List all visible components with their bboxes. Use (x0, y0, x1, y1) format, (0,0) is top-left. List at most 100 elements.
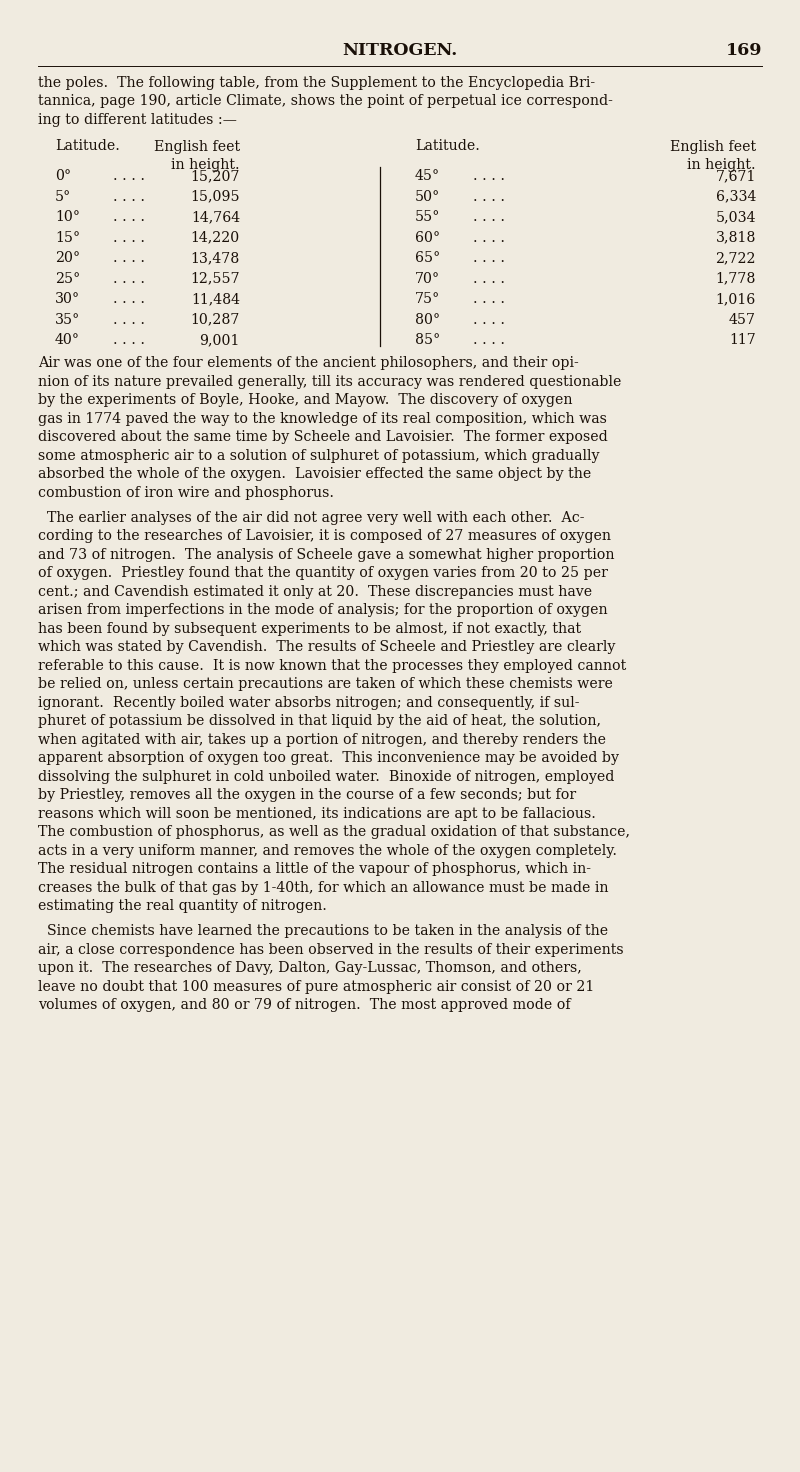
Text: . . . .: . . . . (113, 231, 145, 244)
Text: discovered about the same time by Scheele and Lavoisier.  The former exposed: discovered about the same time by Scheel… (38, 430, 608, 445)
Text: 457: 457 (729, 312, 756, 327)
Text: 50°: 50° (415, 190, 440, 203)
Text: air, a close correspondence has been observed in the results of their experiment: air, a close correspondence has been obs… (38, 942, 624, 957)
Text: volumes of oxygen, and 80 or 79 of nitrogen.  The most approved mode of: volumes of oxygen, and 80 or 79 of nitro… (38, 998, 570, 1013)
Text: English feet: English feet (670, 140, 756, 153)
Text: dissolving the sulphuret in cold unboiled water.  Binoxide of nitrogen, employed: dissolving the sulphuret in cold unboile… (38, 770, 614, 783)
Text: 15,095: 15,095 (190, 190, 240, 203)
Text: 65°: 65° (415, 252, 440, 265)
Text: NITROGEN.: NITROGEN. (342, 43, 458, 59)
Text: . . . .: . . . . (113, 291, 145, 306)
Text: which was stated by Cavendish.  The results of Scheele and Priestley are clearly: which was stated by Cavendish. The resul… (38, 640, 615, 654)
Text: Latitude.: Latitude. (415, 140, 480, 153)
Text: 55°: 55° (415, 210, 440, 224)
Text: 20°: 20° (55, 252, 80, 265)
Text: 80°: 80° (415, 312, 440, 327)
Text: . . . .: . . . . (113, 333, 145, 347)
Text: 35°: 35° (55, 312, 80, 327)
Text: . . . .: . . . . (473, 190, 505, 203)
Text: ignorant.  Recently boiled water absorbs nitrogen; and consequently, if sul-: ignorant. Recently boiled water absorbs … (38, 696, 579, 710)
Text: 75°: 75° (415, 291, 440, 306)
Text: be relied on, unless certain precautions are taken of which these chemists were: be relied on, unless certain precautions… (38, 677, 613, 690)
Text: 30°: 30° (55, 291, 80, 306)
Text: cent.; and Cavendish estimated it only at 20.  These discrepancies must have: cent.; and Cavendish estimated it only a… (38, 584, 592, 599)
Text: nion of its nature prevailed generally, till its accuracy was rendered questiona: nion of its nature prevailed generally, … (38, 374, 622, 389)
Text: arisen from imperfections in the mode of analysis; for the proportion of oxygen: arisen from imperfections in the mode of… (38, 604, 608, 617)
Text: 45°: 45° (415, 169, 440, 183)
Text: has been found by subsequent experiments to be almost, if not exactly, that: has been found by subsequent experiments… (38, 621, 581, 636)
Text: . . . .: . . . . (473, 252, 505, 265)
Text: reasons which will soon be mentioned, its indications are apt to be fallacious.: reasons which will soon be mentioned, it… (38, 807, 596, 820)
Text: referable to this cause.  It is now known that the processes they employed canno: referable to this cause. It is now known… (38, 658, 626, 673)
Text: combustion of iron wire and phosphorus.: combustion of iron wire and phosphorus. (38, 486, 334, 499)
Text: . . . .: . . . . (113, 169, 145, 183)
Text: 5,034: 5,034 (715, 210, 756, 224)
Text: 13,478: 13,478 (190, 252, 240, 265)
Text: 70°: 70° (415, 272, 440, 286)
Text: the poles.  The following table, from the Supplement to the Encyclopedia Bri-: the poles. The following table, from the… (38, 77, 595, 90)
Text: 85°: 85° (415, 333, 440, 347)
Text: when agitated with air, takes up a portion of nitrogen, and thereby renders the: when agitated with air, takes up a porti… (38, 733, 606, 746)
Text: some atmospheric air to a solution of sulphuret of potassium, which gradually: some atmospheric air to a solution of su… (38, 449, 599, 462)
Text: The earlier analyses of the air did not agree very well with each other.  Ac-: The earlier analyses of the air did not … (38, 511, 585, 524)
Text: 12,557: 12,557 (190, 272, 240, 286)
Text: 9,001: 9,001 (200, 333, 240, 347)
Text: tannica, page 190, article Climate, shows the point of perpetual ice correspond-: tannica, page 190, article Climate, show… (38, 94, 613, 109)
Text: 5°: 5° (55, 190, 71, 203)
Text: absorbed the whole of the oxygen.  Lavoisier effected the same object by the: absorbed the whole of the oxygen. Lavois… (38, 467, 591, 481)
Text: 2,722: 2,722 (715, 252, 756, 265)
Text: creases the bulk of that gas by 1-40th, for which an allowance must be made in: creases the bulk of that gas by 1-40th, … (38, 880, 609, 895)
Text: English feet: English feet (154, 140, 240, 153)
Text: 7,671: 7,671 (716, 169, 756, 183)
Text: 10,287: 10,287 (190, 312, 240, 327)
Text: and 73 of nitrogen.  The analysis of Scheele gave a somewhat higher proportion: and 73 of nitrogen. The analysis of Sche… (38, 548, 614, 561)
Text: 14,220: 14,220 (190, 231, 240, 244)
Text: The residual nitrogen contains a little of the vapour of phosphorus, which in-: The residual nitrogen contains a little … (38, 863, 591, 876)
Text: Since chemists have learned the precautions to be taken in the analysis of the: Since chemists have learned the precauti… (38, 924, 608, 938)
Text: by the experiments of Boyle, Hooke, and Mayow.  The discovery of oxygen: by the experiments of Boyle, Hooke, and … (38, 393, 573, 408)
Text: by Priestley, removes all the oxygen in the course of a few seconds; but for: by Priestley, removes all the oxygen in … (38, 788, 576, 802)
Text: 14,764: 14,764 (191, 210, 240, 224)
Text: 15°: 15° (55, 231, 80, 244)
Text: 6,334: 6,334 (716, 190, 756, 203)
Text: 11,484: 11,484 (191, 291, 240, 306)
Text: 10°: 10° (55, 210, 80, 224)
Text: gas in 1774 paved the way to the knowledge of its real composition, which was: gas in 1774 paved the way to the knowled… (38, 412, 607, 425)
Text: . . . .: . . . . (113, 252, 145, 265)
Text: 1,016: 1,016 (716, 291, 756, 306)
Text: 25°: 25° (55, 272, 80, 286)
Text: upon it.  The researches of Davy, Dalton, Gay-Lussac, Thomson, and others,: upon it. The researches of Davy, Dalton,… (38, 961, 582, 974)
Text: . . . .: . . . . (473, 169, 505, 183)
Text: Air was one of the four elements of the ancient philosophers, and their opi-: Air was one of the four elements of the … (38, 356, 578, 369)
Text: 15,207: 15,207 (190, 169, 240, 183)
Text: 60°: 60° (415, 231, 440, 244)
Text: . . . .: . . . . (473, 210, 505, 224)
Text: 117: 117 (730, 333, 756, 347)
Text: leave no doubt that 100 measures of pure atmospheric air consist of 20 or 21: leave no doubt that 100 measures of pure… (38, 979, 594, 994)
Text: . . . .: . . . . (473, 312, 505, 327)
Text: 1,778: 1,778 (716, 272, 756, 286)
Text: apparent absorption of oxygen too great.  This inconvenience may be avoided by: apparent absorption of oxygen too great.… (38, 751, 619, 765)
Text: phuret of potassium be dissolved in that liquid by the aid of heat, the solution: phuret of potassium be dissolved in that… (38, 714, 601, 729)
Text: in height.: in height. (687, 158, 756, 172)
Text: acts in a very uniform manner, and removes the whole of the oxygen completely.: acts in a very uniform manner, and remov… (38, 843, 617, 858)
Text: 40°: 40° (55, 333, 80, 347)
Text: in height.: in height. (171, 158, 240, 172)
Text: . . . .: . . . . (113, 312, 145, 327)
Text: . . . .: . . . . (473, 291, 505, 306)
Text: cording to the researches of Lavoisier, it is composed of 27 measures of oxygen: cording to the researches of Lavoisier, … (38, 528, 611, 543)
Text: of oxygen.  Priestley found that the quantity of oxygen varies from 20 to 25 per: of oxygen. Priestley found that the quan… (38, 567, 608, 580)
Text: . . . .: . . . . (113, 210, 145, 224)
Text: ing to different latitudes :—: ing to different latitudes :— (38, 113, 237, 127)
Text: Latitude.: Latitude. (55, 140, 120, 153)
Text: . . . .: . . . . (113, 190, 145, 203)
Text: 169: 169 (726, 43, 762, 59)
Text: The combustion of phosphorus, as well as the gradual oxidation of that substance: The combustion of phosphorus, as well as… (38, 824, 630, 839)
Text: . . . .: . . . . (473, 333, 505, 347)
Text: . . . .: . . . . (473, 231, 505, 244)
Text: . . . .: . . . . (113, 272, 145, 286)
Text: 3,818: 3,818 (716, 231, 756, 244)
Text: estimating the real quantity of nitrogen.: estimating the real quantity of nitrogen… (38, 899, 327, 913)
Text: . . . .: . . . . (473, 272, 505, 286)
Text: 0°: 0° (55, 169, 71, 183)
